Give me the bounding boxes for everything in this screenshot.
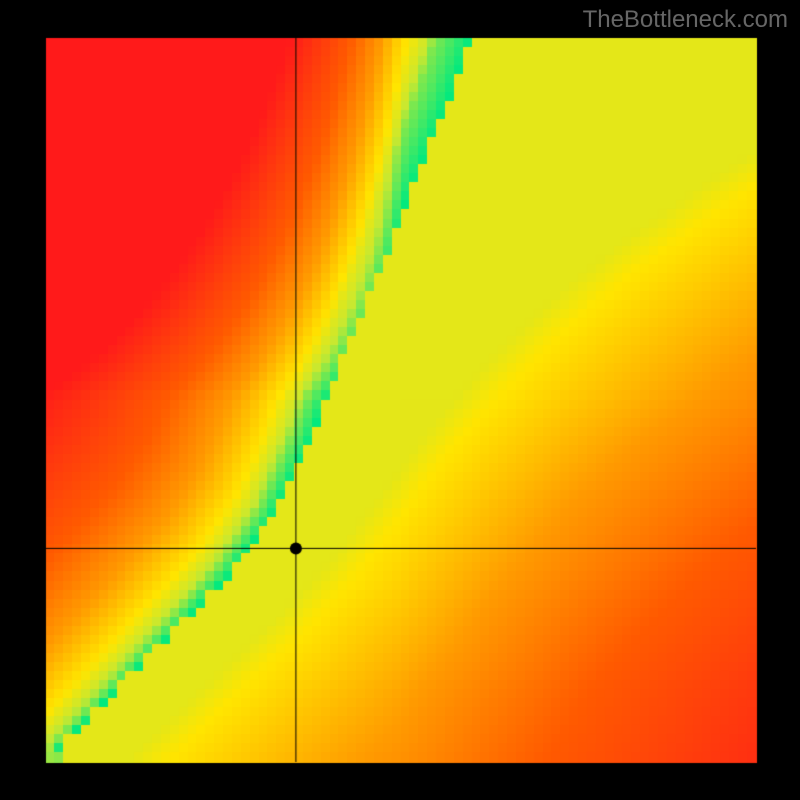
heatmap-canvas	[0, 0, 800, 800]
chart-container: TheBottleneck.com	[0, 0, 800, 800]
watermark-text: TheBottleneck.com	[583, 6, 788, 34]
